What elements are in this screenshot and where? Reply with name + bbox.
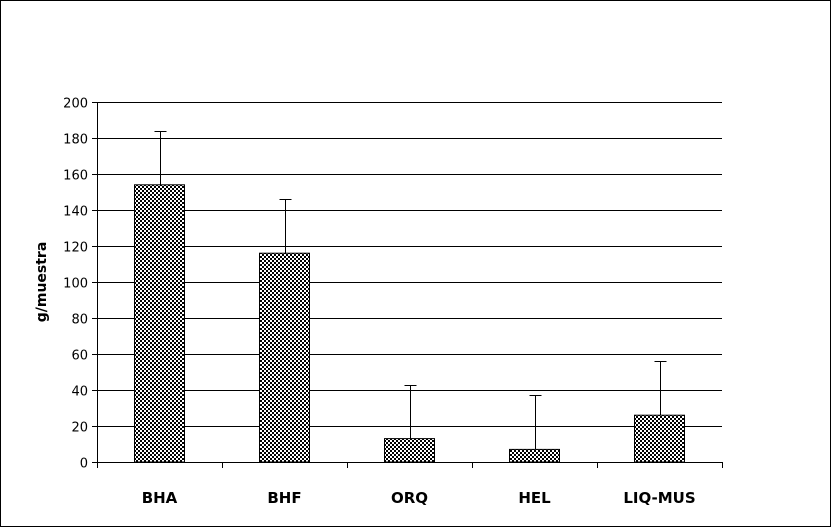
y-tick-labels: 0 20 40 60 80 100 120 140 160 180 200 xyxy=(63,97,88,472)
y-tick-label: 200 xyxy=(63,97,88,112)
y-tick-label: 140 xyxy=(63,205,88,220)
y-tick-label: 80 xyxy=(71,313,88,328)
y-tick-label: 0 xyxy=(80,457,88,472)
x-category-label: HEL xyxy=(518,489,551,507)
bar-bhf xyxy=(259,252,310,463)
y-tick-label: 120 xyxy=(63,241,88,256)
gridlines xyxy=(97,102,722,427)
y-tick-label: 60 xyxy=(71,349,88,364)
x-category-labels: BHA BHF ORQ HEL LIQ-MUS xyxy=(142,489,696,507)
x-category-label: ORQ xyxy=(391,489,428,507)
axes xyxy=(92,102,723,468)
bar-liq-mus xyxy=(634,414,685,463)
bar-orq xyxy=(384,438,435,463)
y-tick-label: 20 xyxy=(71,421,88,436)
x-category-label: BHF xyxy=(267,489,301,507)
y-tick-label: 100 xyxy=(63,277,88,292)
y-tick-label: 160 xyxy=(63,169,88,184)
bar-bha xyxy=(134,184,185,463)
bar-hel xyxy=(509,448,560,463)
error-bars xyxy=(154,131,667,450)
x-category-label: BHA xyxy=(142,489,178,507)
y-tick-label: 180 xyxy=(63,133,88,148)
x-category-label: LIQ-MUS xyxy=(623,489,695,507)
y-tick-label: 40 xyxy=(71,385,88,400)
y-axis-title: g/muestra xyxy=(34,242,50,323)
